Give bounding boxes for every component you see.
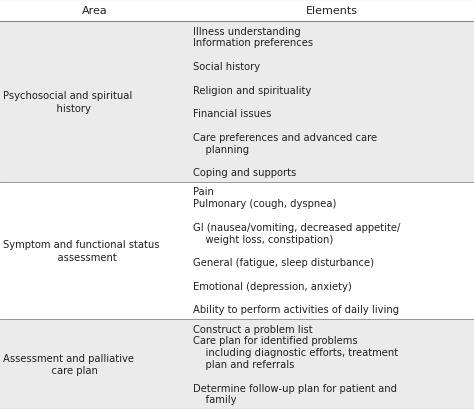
- Text: Pain: Pain: [192, 187, 213, 197]
- Text: Emotional (depression, anxiety): Emotional (depression, anxiety): [192, 281, 351, 291]
- Text: Psychosocial and spiritual
    history: Psychosocial and spiritual history: [3, 91, 132, 113]
- Text: Construct a problem list: Construct a problem list: [192, 324, 312, 334]
- Text: including diagnostic efforts, treatment: including diagnostic efforts, treatment: [192, 347, 398, 357]
- Text: Pulmonary (cough, dyspnea): Pulmonary (cough, dyspnea): [192, 199, 336, 209]
- Text: General (fatigue, sleep disturbance): General (fatigue, sleep disturbance): [192, 258, 374, 267]
- Text: Information preferences: Information preferences: [192, 38, 313, 48]
- Text: GI (nausea/vomiting, decreased appetite/: GI (nausea/vomiting, decreased appetite/: [192, 222, 400, 232]
- Text: Social history: Social history: [192, 62, 260, 72]
- Text: Determine follow-up plan for patient and: Determine follow-up plan for patient and: [192, 382, 397, 393]
- Text: Symptom and functional status
    assessment: Symptom and functional status assessment: [3, 240, 159, 262]
- Text: plan and referrals: plan and referrals: [192, 359, 294, 369]
- Text: Area: Area: [82, 6, 108, 16]
- Bar: [0, 22, 474, 182]
- Text: Ability to perform activities of daily living: Ability to perform activities of daily l…: [192, 305, 399, 315]
- Text: Care preferences and advanced care: Care preferences and advanced care: [192, 133, 377, 142]
- Text: Care plan for identified problems: Care plan for identified problems: [192, 335, 357, 346]
- Text: Assessment and palliative
    care plan: Assessment and palliative care plan: [3, 353, 134, 375]
- Bar: [0, 182, 474, 319]
- Text: Financial issues: Financial issues: [192, 109, 271, 119]
- Text: Illness understanding: Illness understanding: [192, 27, 301, 36]
- Text: Elements: Elements: [306, 6, 358, 16]
- Text: Coping and supports: Coping and supports: [192, 168, 296, 178]
- Text: weight loss, constipation): weight loss, constipation): [192, 234, 333, 244]
- Text: family: family: [192, 394, 236, 405]
- Bar: [0, 319, 474, 409]
- Text: planning: planning: [192, 144, 249, 154]
- Text: Religion and spirituality: Religion and spirituality: [192, 85, 311, 95]
